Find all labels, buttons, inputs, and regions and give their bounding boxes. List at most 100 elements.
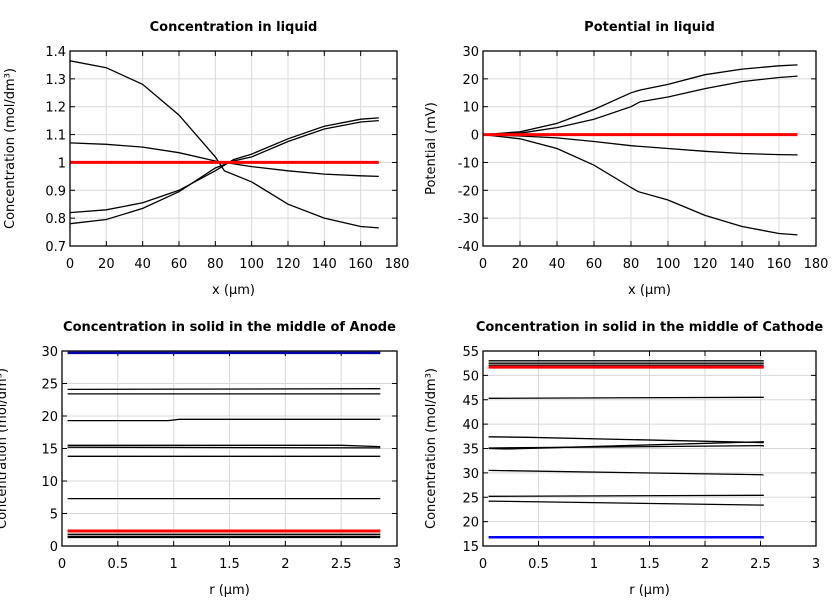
series-line-4 <box>483 133 798 236</box>
x-tick-label: 80 <box>623 257 640 272</box>
series-line-10 <box>488 494 764 497</box>
series-line-2 <box>483 75 798 136</box>
x-tick-label: 2 <box>701 557 709 572</box>
y-tick-label: 30 <box>462 467 479 482</box>
y-tick-label: 1 <box>58 156 66 171</box>
y-tick-label: 10 <box>462 101 479 116</box>
plot-frame <box>61 350 398 547</box>
x-tick-label: 180 <box>804 257 829 272</box>
y-tick-label: 1.3 <box>45 73 66 88</box>
x-tick-label: 1 <box>170 557 178 572</box>
subplot-4: 0 0.5 1 1.5 2 2.5 3 15 20 25 30 35 40 45 50 55 Concentra… <box>424 320 823 598</box>
x-tick-label: 0 <box>66 257 74 272</box>
series-group <box>67 351 381 539</box>
y-tick-label: 10 <box>41 475 58 490</box>
y-tick-label: 0.9 <box>45 184 66 199</box>
y-tick-label: 35 <box>462 443 479 458</box>
series-line-9 <box>488 469 764 476</box>
y-tick-label: 25 <box>41 378 58 393</box>
y-tick-label: 0.7 <box>45 240 66 255</box>
series-line-1 <box>70 60 379 229</box>
y-tick-label: -30 <box>458 212 479 227</box>
x-tick-label: 0 <box>58 557 66 572</box>
y-axis-label: Concentration (mol/dm³) <box>3 68 18 229</box>
y-tick-label: 45 <box>462 394 479 409</box>
y-tick-label: 0 <box>471 129 479 144</box>
x-tick-label: 100 <box>239 257 264 272</box>
x-tick-label: 2 <box>281 557 289 572</box>
y-tick-label: -10 <box>458 156 479 171</box>
x-tick-label: 60 <box>586 257 603 272</box>
series-group <box>488 360 764 539</box>
y-tick-label: 1.2 <box>45 101 66 116</box>
series-line-6 <box>488 436 764 444</box>
x-tick-label: 160 <box>767 257 792 272</box>
y-axis-label: Potential (mV) <box>424 102 439 195</box>
y-tick-label: 30 <box>41 345 58 360</box>
x-axis-label: x (µm) <box>628 283 671 298</box>
x-axis-label: r (µm) <box>629 583 670 598</box>
x-tick-label: 0 <box>479 257 487 272</box>
y-tick-label: 15 <box>462 540 479 555</box>
series-line-5 <box>67 444 381 448</box>
y-tick-label: 20 <box>462 516 479 531</box>
x-tick-label: 60 <box>171 257 188 272</box>
y-tick-label: 25 <box>462 491 479 506</box>
y-tick-label: 50 <box>462 369 479 384</box>
series-group <box>483 64 798 236</box>
y-tick-label: -40 <box>458 240 479 255</box>
x-tick-label: 1 <box>590 557 598 572</box>
x-tick-label: 140 <box>730 257 755 272</box>
x-tick-label: 0.5 <box>107 557 128 572</box>
x-tick-label: 40 <box>134 257 151 272</box>
y-tick-label: 0.8 <box>45 212 66 227</box>
subplot-2: 0 20 40 60 80 100 120 140 160 180 -40 -30 -20 -10 0 10 2… <box>424 20 828 298</box>
series-line-8 <box>488 444 764 449</box>
x-tick-label: 0.5 <box>528 557 549 572</box>
series-line-3 <box>70 117 379 214</box>
subplot-1: 0 20 40 60 80 100 120 140 160 180 0.7 0.8 0.9 1 1.1 1.2… <box>3 20 409 298</box>
y-tick-label: -20 <box>458 184 479 199</box>
x-tick-label: 1.5 <box>639 557 660 572</box>
x-tick-label: 0 <box>479 557 487 572</box>
plot-title: Potential in liquid <box>584 20 715 35</box>
plot-title: Concentration in liquid <box>150 20 318 35</box>
x-tick-label: 3 <box>393 557 401 572</box>
plot-title: Concentration in solid in the middle of … <box>476 320 824 335</box>
x-tick-label: 140 <box>312 257 337 272</box>
series-line-11 <box>488 500 764 506</box>
x-tick-label: 1.5 <box>219 557 240 572</box>
plot-frame <box>69 50 398 247</box>
x-tick-label: 20 <box>98 257 115 272</box>
x-tick-label: 120 <box>276 257 301 272</box>
y-tick-label: 15 <box>41 443 58 458</box>
x-tick-label: 80 <box>207 257 224 272</box>
y-tick-label: 5 <box>50 508 58 523</box>
series-line-1 <box>483 64 798 136</box>
series-group <box>70 60 379 229</box>
series-line-6 <box>67 446 381 449</box>
y-tick-label: 20 <box>462 73 479 88</box>
plot-frame <box>482 350 817 547</box>
y-tick-label: 0 <box>50 540 58 555</box>
x-tick-label: 2.5 <box>331 557 352 572</box>
y-tick-label: 1.4 <box>45 45 66 60</box>
plot-frame <box>482 50 817 247</box>
y-axis-label: Concentration (mol/dm³) <box>0 368 10 529</box>
x-tick-label: 40 <box>549 257 566 272</box>
y-tick-label: 40 <box>462 418 479 433</box>
series-line-7 <box>488 441 764 450</box>
x-tick-label: 100 <box>656 257 681 272</box>
y-tick-label: 20 <box>41 410 58 425</box>
y-axis-label: Concentration (mol/dm³) <box>424 368 439 529</box>
x-axis-label: r (µm) <box>209 583 250 598</box>
x-tick-label: 20 <box>512 257 529 272</box>
x-tick-label: 3 <box>812 557 820 572</box>
series-line-5 <box>488 396 764 399</box>
x-tick-label: 2.5 <box>750 557 771 572</box>
series-line-3 <box>483 133 798 156</box>
plot-title: Concentration in solid in the middle of … <box>63 320 396 335</box>
x-tick-label: 160 <box>348 257 373 272</box>
